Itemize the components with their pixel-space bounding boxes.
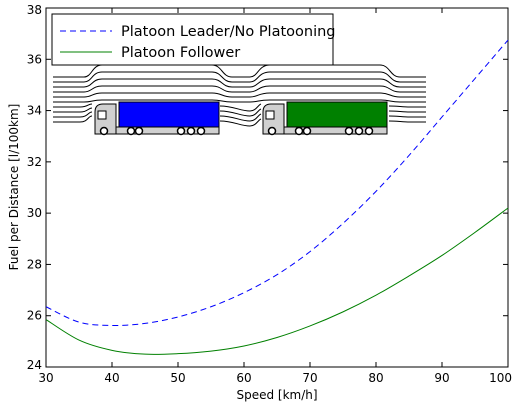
x-tick-label: 30 xyxy=(38,371,53,385)
x-tick-label: 70 xyxy=(302,371,317,385)
airflow-line xyxy=(53,71,426,83)
airflow-lines xyxy=(53,64,426,127)
airflow-line xyxy=(53,78,426,88)
lead-truck-trailer xyxy=(118,101,220,129)
legend-label-follower: Platoon Follower xyxy=(121,45,240,61)
x-tick-label: 40 xyxy=(104,371,119,385)
follower-truck-window xyxy=(265,110,275,120)
y-tick-label: 32 xyxy=(27,155,42,169)
series-lines xyxy=(45,39,509,355)
legend: Platoon Leader/No Platooning Platoon Fol… xyxy=(51,13,336,66)
follower-truck-wheels xyxy=(267,126,374,136)
lead-truck-icon xyxy=(94,101,220,136)
legend-label-leader: Platoon Leader/No Platooning xyxy=(121,24,336,40)
wheel xyxy=(364,126,374,136)
platoon-illustration xyxy=(53,64,426,136)
x-tick-label: 80 xyxy=(368,371,383,385)
wheel xyxy=(344,126,354,136)
follower-truck-icon xyxy=(262,101,388,136)
airflow-line xyxy=(53,107,426,117)
y-tick-label: 30 xyxy=(27,206,42,220)
wheel xyxy=(354,126,364,136)
wheel xyxy=(186,126,196,136)
wheel xyxy=(134,126,144,136)
airflow-line xyxy=(53,103,426,112)
y-tick-label: 38 xyxy=(27,3,42,17)
axis-ticks xyxy=(45,7,509,368)
x-tick-label: 60 xyxy=(236,371,251,385)
airflow-line xyxy=(53,64,426,78)
airflow-line xyxy=(53,85,426,93)
y-tick-label: 24 xyxy=(27,358,42,372)
wheel xyxy=(196,126,206,136)
y-tick-label: 26 xyxy=(27,309,42,323)
airflow-line xyxy=(53,115,426,127)
airflow-line xyxy=(53,99,426,103)
series-line-0 xyxy=(45,39,509,326)
wheel xyxy=(302,126,312,136)
follower-truck-trailer xyxy=(286,101,388,129)
wheel xyxy=(99,126,109,136)
tick-labels: 30 40 50 60 70 80 90 100 24 26 28 30 32 34 36 38 xyxy=(27,3,512,385)
wheel xyxy=(126,126,136,136)
plot-area xyxy=(45,7,509,368)
legend-box xyxy=(51,13,334,66)
wheel xyxy=(267,126,277,136)
y-tick-label: 34 xyxy=(27,104,42,118)
y-axis-label: Fuel per Distance [l/100km] xyxy=(7,104,21,271)
x-tick-label: 100 xyxy=(489,371,512,385)
wheel xyxy=(294,126,304,136)
lead-truck-wheels xyxy=(99,126,206,136)
y-tick-label: 28 xyxy=(27,257,42,271)
x-tick-label: 50 xyxy=(170,371,185,385)
lead-truck-window xyxy=(97,110,107,120)
y-tick-label: 36 xyxy=(27,52,42,66)
series-line-1 xyxy=(45,207,509,355)
x-axis-label: Speed [km/h] xyxy=(236,388,317,402)
wheel xyxy=(176,126,186,136)
airflow-line xyxy=(53,111,426,122)
airflow-line xyxy=(53,92,426,98)
x-tick-label: 90 xyxy=(434,371,449,385)
